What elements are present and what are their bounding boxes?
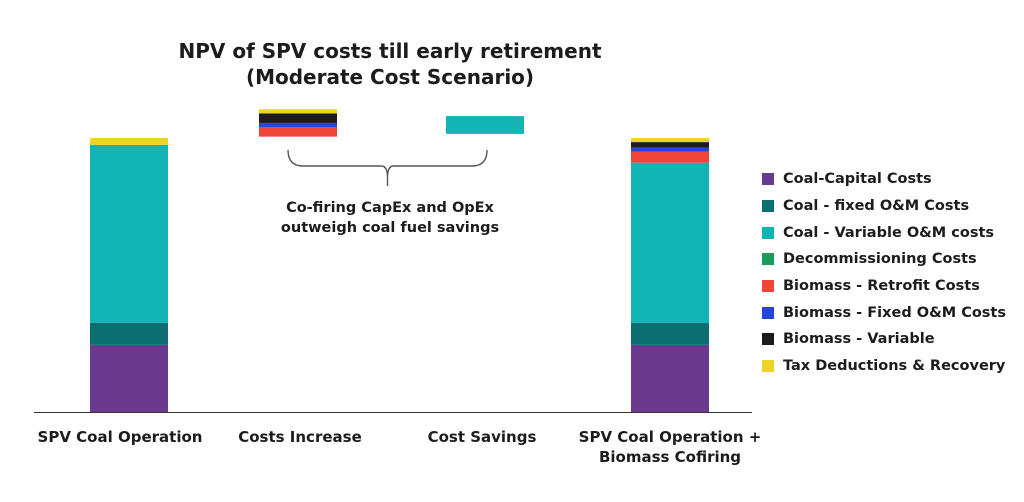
legend-item: Biomass - Variable (762, 326, 1006, 353)
annotation-line2: outweigh coal fuel savings (280, 220, 500, 236)
chart-annotation: Co-firing CapEx and OpEx outweigh coal f… (245, 198, 535, 238)
legend-label: Tax Deductions & Recovery (783, 358, 1006, 375)
legend-label: Coal - Variable O&M costs (783, 224, 995, 241)
legend-item: Biomass - Retrofit Costs (762, 273, 1006, 300)
bar-segment-3-0 (631, 344, 709, 412)
legend-label: Biomass - Fixed O&M Costs (783, 304, 1006, 321)
chart-legend: Coal-Capital Costs Coal - fixed O&M Cost… (762, 166, 1006, 380)
legend-label: Biomass - Retrofit Costs (783, 278, 980, 295)
legend-swatch (762, 280, 774, 293)
chart-title-line1: NPV of SPV costs till early retirement (178, 39, 602, 63)
bar-segment-0-3 (90, 138, 168, 145)
legend-label: Biomass - Variable (783, 331, 935, 348)
bar-segment-1-3 (259, 109, 337, 114)
legend-swatch (762, 360, 774, 373)
legend-swatch (762, 200, 774, 213)
legend-swatch (762, 173, 774, 186)
x-tick-label-0: SPV Coal Operation (37, 428, 203, 446)
annotation-brace (287, 149, 488, 179)
legend-swatch (762, 306, 774, 319)
legend-item: Coal-Capital Costs (762, 166, 1006, 193)
x-tick-label-3: SPV Coal Operation + Biomass Cofiring (578, 428, 762, 466)
legend-item: Biomass - Fixed O&M Costs (762, 299, 1006, 326)
bar-segment-3-2 (631, 162, 709, 323)
legend-label: Coal-Capital Costs (783, 171, 932, 188)
bar-segment-3-3 (631, 151, 709, 163)
legend-item: Decommissioning Costs (762, 246, 1006, 273)
annotation-line1: Co-firing CapEx and OpEx (286, 200, 494, 216)
bar-segment-0-0 (90, 344, 168, 412)
legend-item: Coal - Variable O&M costs (762, 219, 1006, 246)
chart-title-line2: (Moderate Cost Scenario) (245, 65, 535, 89)
bar-segment-1-2 (259, 113, 337, 123)
legend-swatch (762, 333, 774, 346)
chart-title: NPV of SPV costs till early retirement (… (150, 38, 630, 90)
legend-swatch (762, 253, 774, 266)
bar-segment-0-2 (90, 144, 168, 323)
legend-item: Tax Deductions & Recovery (762, 353, 1006, 380)
bar-segment-3-4 (631, 147, 709, 152)
bar-segment-3-5 (631, 142, 709, 148)
legend-item: Coal - fixed O&M Costs (762, 193, 1006, 220)
bar-segment-3-6 (631, 138, 709, 143)
legend-label: Decommissioning Costs (783, 251, 977, 268)
bar-segment-1-0 (259, 127, 337, 137)
legend-swatch (762, 226, 774, 239)
bar-segment-3-1 (631, 322, 709, 345)
bar-segment-2-0 (446, 116, 524, 134)
x-tick-label-2: Cost Savings (427, 428, 537, 446)
bar-segment-1-1 (259, 122, 337, 128)
bar-segment-0-1 (90, 322, 168, 345)
legend-label: Coal - fixed O&M Costs (783, 198, 970, 215)
x-tick-label-1: Costs Increase (238, 428, 362, 446)
